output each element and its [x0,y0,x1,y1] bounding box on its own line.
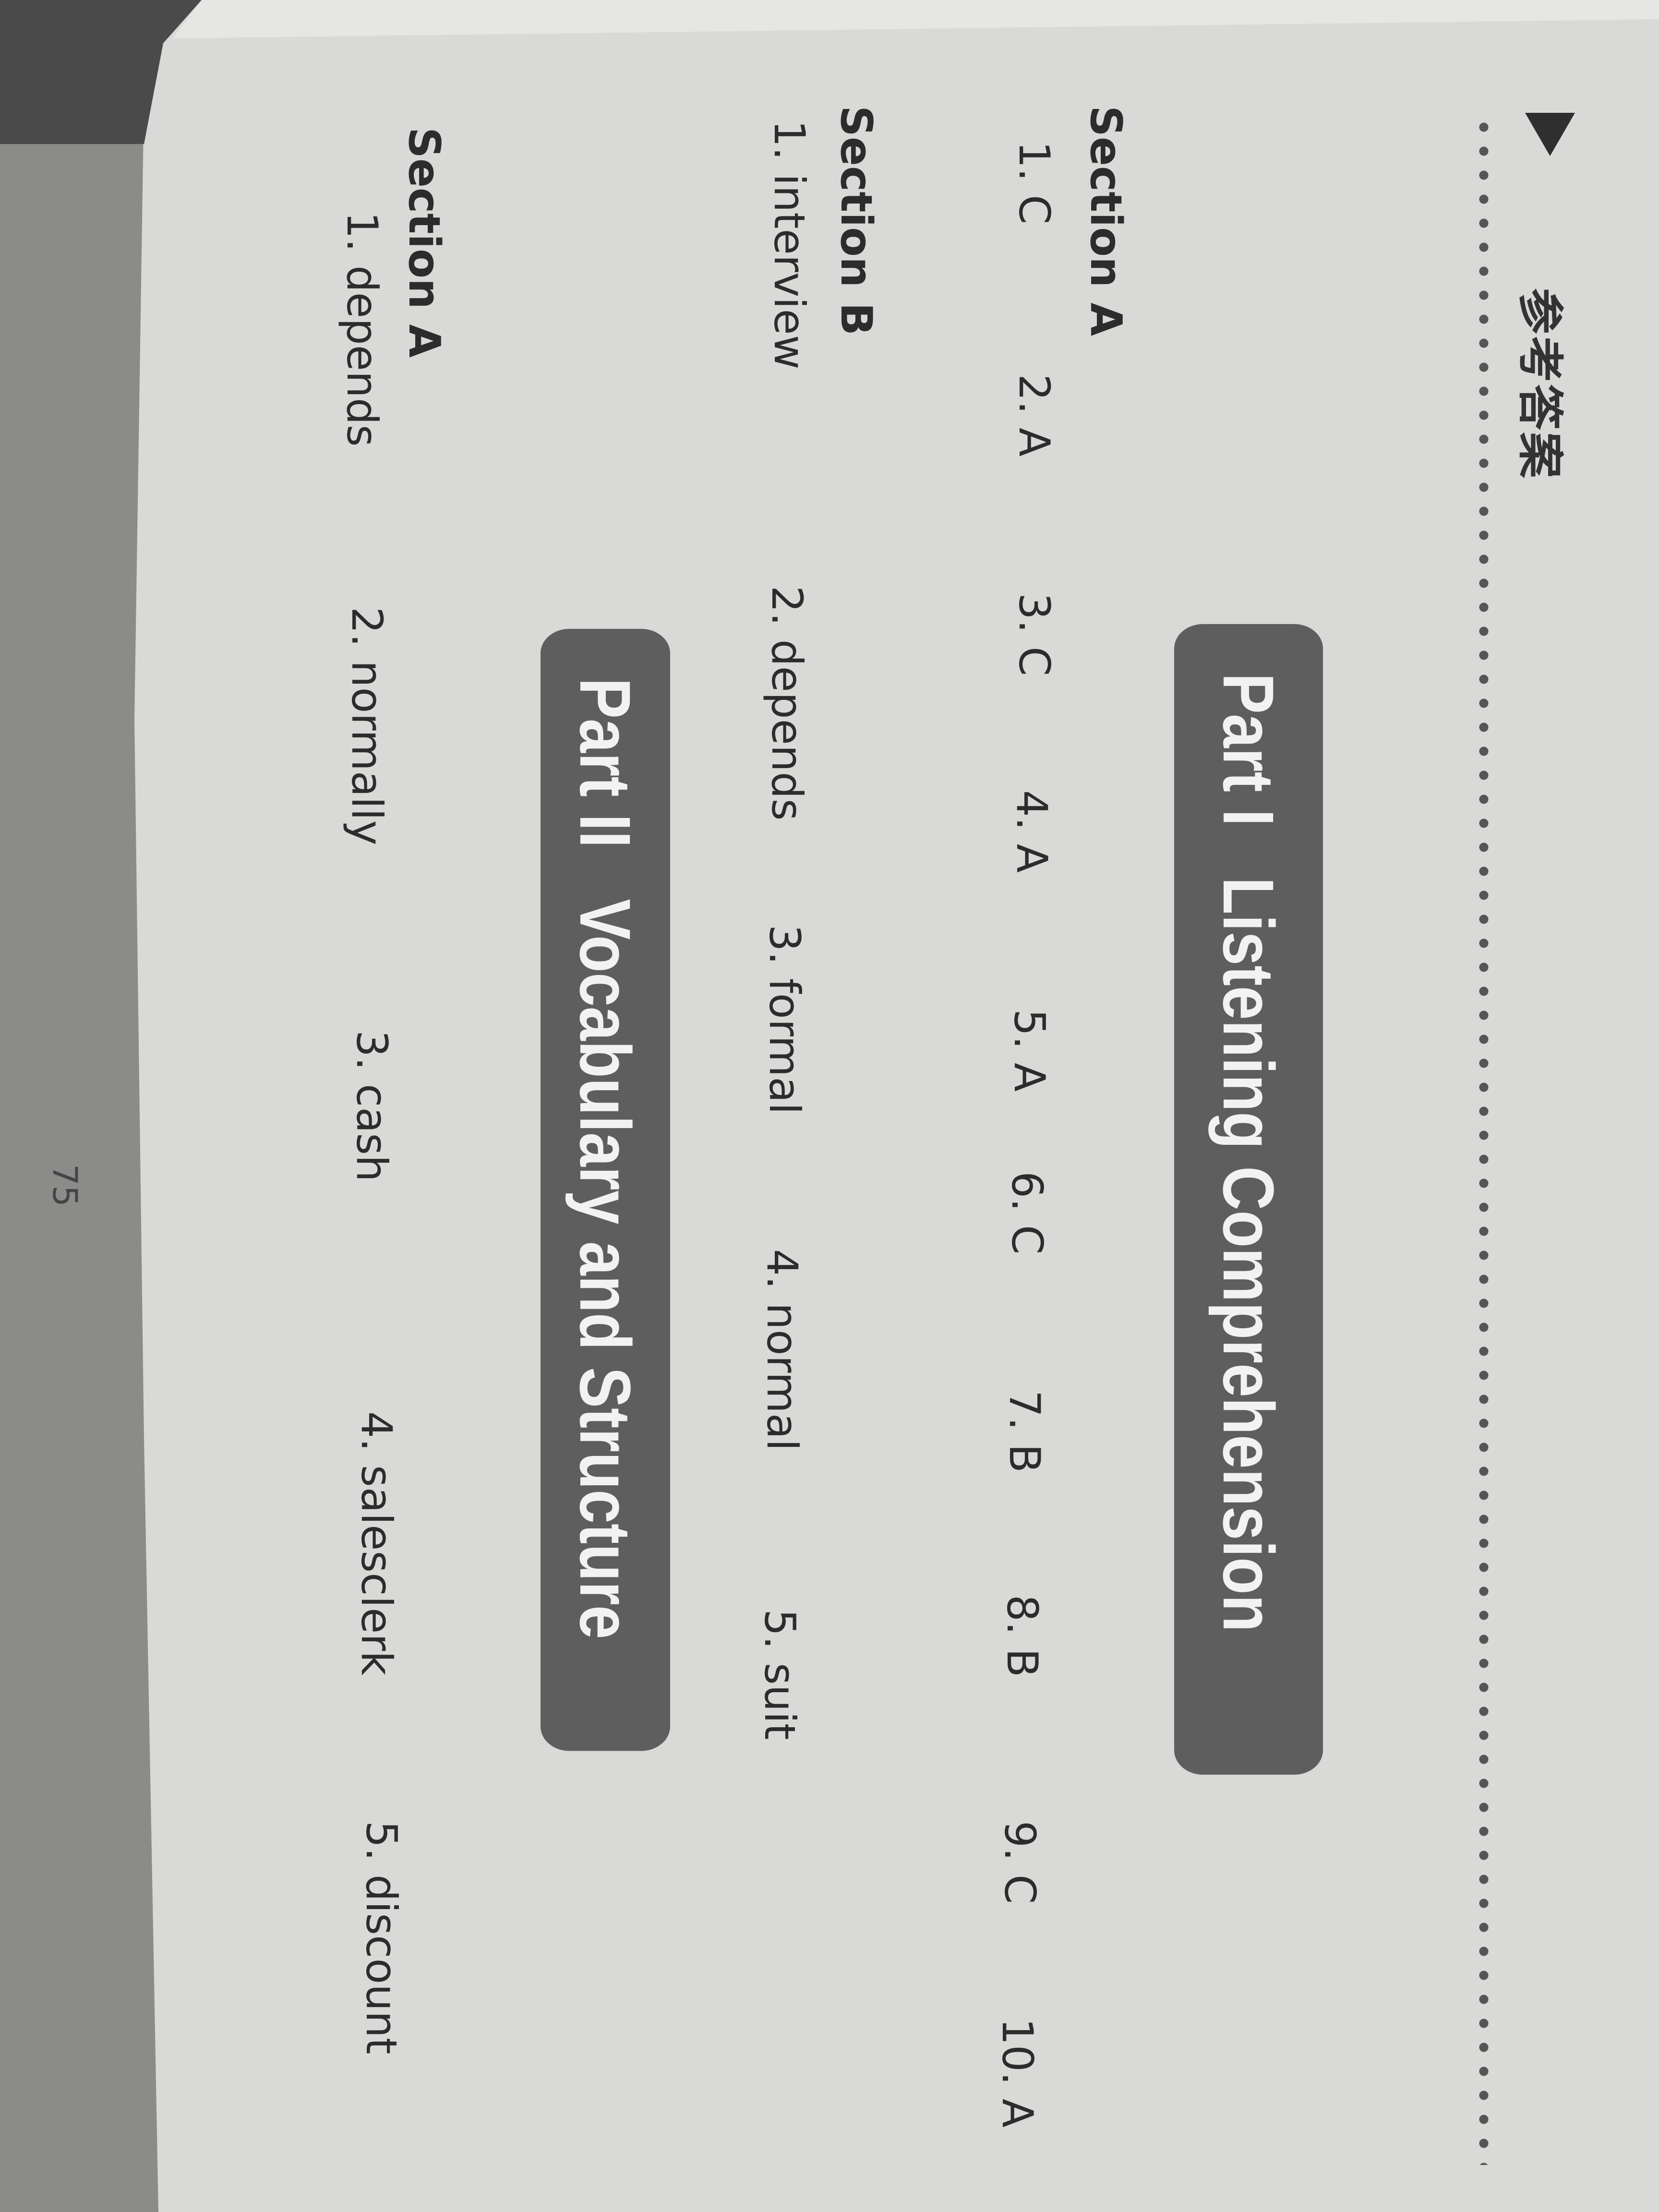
dotted-divider [1477,115,1491,2165]
part-2-banner: Part II Vocabulary and Structure [541,629,670,1751]
answer-item: 5. suit [755,1609,805,1740]
answer-item: 2. depends [762,586,812,821]
part-1-section-b-label: Section B [831,106,881,336]
answer-item: 4. salesclerk [352,1411,401,1676]
part-1-banner: Part I Listening Comprehension [1174,624,1323,1775]
answer-item: 3. formal [760,925,809,1115]
answer-item: 10. A [993,2018,1042,2128]
triangle-bullet-icon [1525,113,1575,156]
part-1-section-a-label: Section A [1081,106,1131,336]
fabric-background [0,0,158,2212]
answer-item: 1. interview [765,120,814,370]
upper-page-edge [173,0,1659,38]
answer-item: 2. normally [342,607,392,845]
part-1-title: Part I Listening Comprehension [1208,673,1289,1632]
dark-corner [0,0,202,144]
answer-item: 1. depends [337,212,387,447]
part-2-title: Part II Vocabulary and Structure [565,678,646,1639]
answer-item: 6. C [1002,1171,1052,1255]
part-2-section-a-label: Section A [399,127,449,358]
answer-item: 9. C [995,1821,1045,1904]
answer-item: 4. normal [757,1249,807,1451]
answer-item: 5. A [1005,1009,1054,1092]
answer-item: 5. discount [357,1821,406,2055]
answer-item: 2. A [1010,374,1059,457]
answer-item: 1. C [1010,141,1059,225]
answer-item: 3. C [1010,593,1059,676]
answer-item: 3. cash [347,1030,397,1182]
page-number: 75 [45,1164,84,1207]
answer-item: 8. B [998,1595,1047,1678]
answer-item: 4. A [1007,790,1057,873]
answer-item: 7. B [1000,1390,1049,1473]
page-header-title: 参考答案 [1513,288,1567,480]
